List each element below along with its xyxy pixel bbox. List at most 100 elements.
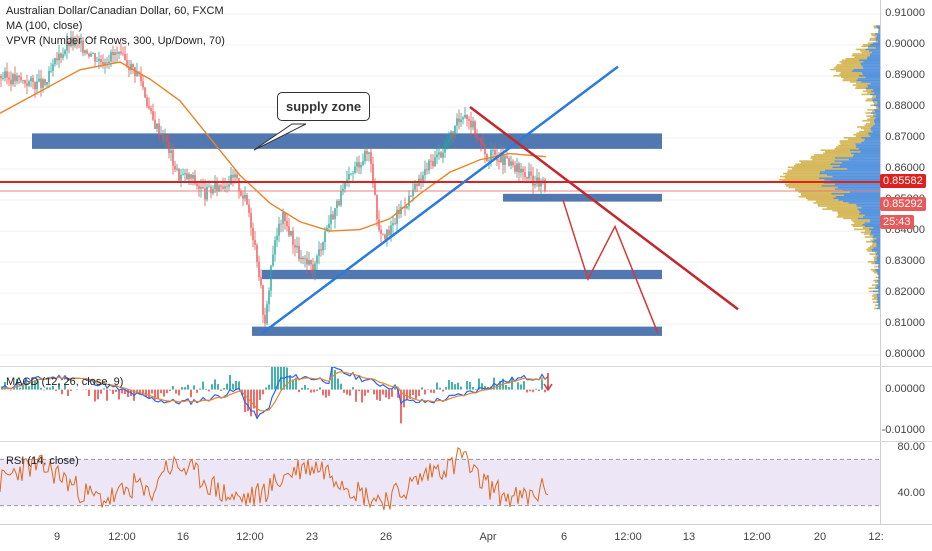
candle-body: [340, 190, 341, 205]
vpvr-down-bar: [835, 188, 880, 190]
candle-body: [410, 196, 411, 197]
vpvr-up-bar: [868, 247, 874, 249]
vpvr-up-bar: [848, 139, 865, 141]
vpvr-up-bar: [799, 160, 834, 162]
vpvr-up-bar: [869, 235, 873, 237]
vpvr-up-bar: [830, 69, 853, 71]
vpvr-up-bar: [801, 194, 844, 196]
vpvr-up-bar: [837, 64, 861, 66]
vpvr-up-bar: [854, 56, 867, 58]
candle-body: [358, 162, 359, 167]
vpvr-down-bar: [868, 132, 880, 134]
candle-body: [364, 151, 365, 161]
vpvr-down-bar: [859, 210, 880, 212]
rsi-pane[interactable]: RSI (14, close): [0, 442, 880, 523]
macd-axis[interactable]: 0.00000-0.01000: [880, 367, 932, 441]
vpvr-up-bar: [876, 106, 878, 108]
vpvr-up-bar: [823, 153, 851, 155]
candle-body: [380, 230, 381, 234]
macd-pane[interactable]: MACD (12, 26, close, 9): [0, 367, 880, 441]
vpvr-up-bar: [855, 87, 866, 89]
candle-body: [24, 80, 25, 84]
vpvr-up-bar: [878, 278, 879, 280]
vpvr-down-bar: [865, 77, 880, 79]
rsi-legend: RSI (14, close): [6, 454, 79, 469]
vpvr-up-bar: [788, 170, 825, 172]
rsi-tick-label: 40.00: [897, 487, 925, 499]
time-tick-label: 12:00: [614, 531, 642, 543]
macd-histogram-bar: [544, 390, 546, 393]
macd-histogram-bar: [406, 390, 408, 400]
macd-histogram-bar: [229, 375, 231, 390]
macd-histogram-bar: [325, 390, 327, 398]
price-pane[interactable]: Australian Dollar/Canadian Dollar, 60, F…: [0, 0, 880, 366]
vpvr-up-bar: [862, 46, 868, 48]
time-tick-label: Apr: [479, 531, 496, 543]
vpvr-down-bar: [870, 53, 880, 55]
candle-body: [446, 143, 447, 146]
candle-body: [30, 78, 31, 82]
candle-body: [254, 240, 255, 245]
countdown-tag: 25:43: [880, 215, 914, 229]
vpvr-up-bar: [873, 114, 876, 116]
candle-body: [518, 163, 519, 172]
vpvr-up-bar: [866, 89, 874, 91]
price-chart[interactable]: [0, 0, 932, 366]
vpvr-up-bar: [872, 244, 876, 246]
macd-histogram-bar: [361, 390, 363, 403]
vpvr-down-bar: [870, 135, 880, 137]
vpvr-up-bar: [876, 108, 878, 110]
candle-body: [484, 145, 485, 154]
vpvr-down-bar: [865, 215, 880, 217]
vpvr-down-bar: [851, 153, 880, 155]
candle-body: [102, 62, 103, 64]
macd-histogram-bar: [445, 387, 447, 390]
vpvr-up-bar: [873, 25, 875, 27]
candle-body: [328, 224, 329, 228]
candle-body: [208, 187, 209, 188]
supply-zone: [32, 133, 662, 149]
time-tick-label: 12:: [868, 531, 883, 543]
candle-body: [356, 162, 357, 166]
vpvr-down-bar: [867, 56, 880, 58]
candle-body: [146, 97, 147, 106]
vpvr-up-bar: [873, 270, 877, 272]
macd-histogram-bar: [442, 390, 444, 392]
candle-body: [360, 165, 361, 167]
candle-body: [94, 53, 95, 61]
vpvr-down-bar: [870, 233, 880, 235]
vpvr-up-bar: [873, 238, 877, 240]
vpvr-down-bar: [866, 87, 880, 89]
vpvr-up-bar: [873, 301, 877, 303]
projection-path: [563, 200, 658, 333]
candle-body: [362, 161, 363, 165]
rsi-chart[interactable]: [0, 442, 880, 523]
macd-histogram-bar: [469, 382, 471, 390]
vpvr-down-bar: [863, 67, 880, 69]
vpvr-up-bar: [792, 168, 847, 170]
candle-body: [56, 58, 57, 60]
candle-body: [468, 119, 469, 121]
vpvr-down-bar: [862, 72, 880, 74]
vpvr-up-bar: [876, 41, 878, 43]
candle-body: [236, 174, 237, 178]
candle-body: [334, 208, 335, 219]
vpvr-up-bar: [864, 125, 873, 127]
candle-body: [196, 184, 197, 186]
macd-histogram-bar: [343, 390, 345, 393]
candle-body: [252, 228, 253, 240]
time-tick-label: 12:00: [236, 531, 264, 543]
vpvr-up-bar: [874, 258, 876, 260]
candle-body: [504, 156, 505, 165]
vpvr-up-bar: [874, 272, 877, 274]
macd-chart[interactable]: [0, 367, 880, 441]
vpvr-up-bar: [875, 305, 878, 307]
candle-body: [514, 165, 515, 172]
vpvr-up-bar: [832, 210, 859, 212]
vpvr-down-bar: [859, 59, 880, 61]
macd-histogram-bar: [457, 383, 459, 390]
vpvr-up-bar: [872, 295, 877, 297]
candle-body: [308, 260, 309, 265]
